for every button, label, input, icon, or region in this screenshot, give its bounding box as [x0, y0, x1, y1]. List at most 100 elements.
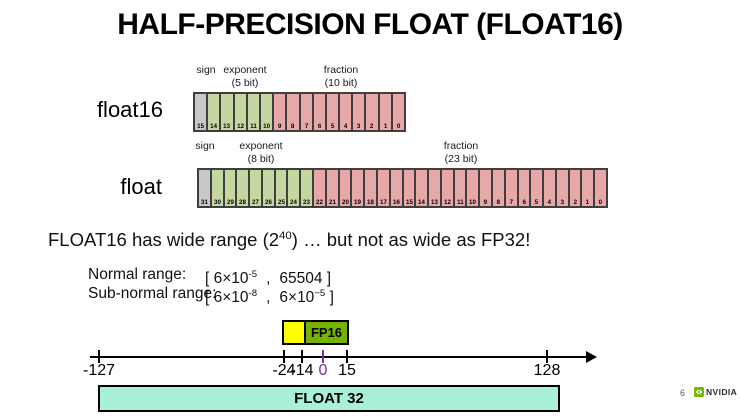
bit-number: 23: [303, 198, 311, 206]
bit-number: 18: [367, 198, 375, 206]
float-bit-cells: 31 30 29 28 27 26 25 24 23 22 21 20 19 18 17 16 15 14 13 12…: [197, 168, 608, 208]
bit-cell-11: 11: [453, 169, 467, 207]
bit-cell-8: 8: [491, 169, 505, 207]
bit-number: 4: [343, 122, 348, 130]
axis-tick--24: [283, 350, 285, 363]
bit-cell-10: 10: [259, 93, 274, 131]
bit-cell-7: 7: [504, 169, 518, 207]
ranges-block: Normal range: [ 6×10-5, 65504 ] Sub-norma…: [88, 266, 334, 306]
axis-tick-label--14: -14: [290, 362, 314, 379]
float32-box: FLOAT 32: [98, 385, 560, 412]
fp16-box: FP16: [282, 320, 349, 345]
axis-tick-15: [346, 350, 348, 363]
float32-label: FLOAT 32: [294, 390, 364, 407]
bit-cell-8: 8: [286, 93, 300, 131]
bit-number: 26: [264, 198, 272, 206]
bit-cell-14: 14: [415, 169, 429, 207]
bit-cell-1: 1: [378, 93, 392, 131]
bit-cell-0: 0: [594, 169, 607, 207]
bit-number: 14: [418, 198, 426, 206]
bit-cell-23: 23: [300, 169, 314, 207]
bit-cell-12: 12: [233, 93, 247, 131]
bit-cell-3: 3: [555, 169, 569, 207]
bit-number: 28: [239, 198, 247, 206]
bit-number: 27: [252, 198, 260, 206]
bit-cell-5: 5: [325, 93, 340, 131]
bit-number: 3: [560, 198, 564, 206]
bit-cell-4: 4: [543, 169, 556, 207]
bit-number: 29: [226, 198, 234, 206]
bit-number: 1: [586, 198, 590, 206]
bit-cell-4: 4: [339, 93, 353, 131]
bit-cell-1: 1: [581, 169, 595, 207]
bit-number: 31: [201, 198, 208, 206]
range-label: Normal range:: [88, 266, 187, 283]
float16-exponent-label: exponent (5 bit): [223, 64, 267, 89]
bit-cell-24: 24: [287, 169, 301, 207]
normal-range-row: Normal range: [ 6×10-5, 65504 ]: [88, 266, 331, 287]
bit-number: 20: [341, 198, 349, 206]
axis-tick-label-15: 15: [338, 362, 356, 379]
range-values: [ 6×10-8, 6×10−5 ]: [205, 287, 334, 306]
bit-number: 6: [317, 122, 322, 130]
bit-cell-6: 6: [517, 169, 531, 207]
float16-sign-label: sign: [196, 64, 216, 76]
bit-number: 0: [598, 198, 603, 206]
bit-number: 10: [469, 198, 477, 206]
bit-cell-14: 14: [207, 93, 221, 131]
bit-cell-26: 26: [261, 169, 275, 207]
bit-cell-13: 13: [220, 93, 234, 131]
bit-number: 2: [573, 198, 577, 206]
bit-cell-7: 7: [299, 93, 313, 131]
bit-number: 11: [250, 122, 257, 130]
axis-tick-label-0: 0: [318, 362, 328, 379]
bit-cell-27: 27: [249, 169, 262, 207]
bit-cell-0: 0: [391, 93, 405, 131]
float16-fraction-label: fraction (10 bit): [323, 64, 359, 89]
bit-cell-25: 25: [274, 169, 288, 207]
bit-cell-15: 15: [402, 169, 416, 207]
bit-number: 16: [392, 198, 400, 206]
bit-number: 21: [328, 198, 336, 206]
float16-row-label: float16: [96, 97, 163, 122]
bit-number: 14: [210, 122, 218, 130]
bit-number: 12: [236, 122, 244, 130]
fp16-normal-segment: FP16: [304, 322, 347, 343]
statement-text: FLOAT16 has wide range (240) … but not a…: [48, 229, 531, 250]
bit-number: 8: [496, 198, 501, 206]
axis-tick-label--24: -24: [272, 362, 296, 379]
float16-bit-cells: 15 14 13 12 11 10 9 8 7 6 5 4 3 2 1 0: [193, 92, 406, 132]
bit-number: 3: [357, 122, 361, 130]
bit-cell-11: 11: [246, 93, 260, 131]
bit-cell-10: 10: [466, 169, 480, 207]
bit-number: 22: [316, 198, 323, 206]
fp16-label: FP16: [310, 325, 343, 340]
bit-number: 5: [330, 122, 335, 130]
axis-tick-128: [546, 350, 548, 363]
page-number: 6: [680, 388, 686, 398]
bit-number: 9: [483, 198, 488, 206]
bit-number: 7: [509, 198, 513, 206]
bit-number: 19: [354, 198, 362, 206]
nvidia-wordmark: NVIDIA: [706, 387, 738, 397]
bit-cell-28: 28: [236, 169, 250, 207]
float-sign-label: sign: [195, 140, 215, 152]
bit-number: 4: [547, 198, 552, 206]
axis-tick--127: [98, 350, 100, 363]
bit-number: 1: [383, 122, 387, 130]
axis-tick-label-128: 128: [533, 362, 561, 379]
bit-number: 9: [277, 122, 282, 130]
bit-cell-2: 2: [365, 93, 379, 131]
bit-number: 11: [456, 198, 464, 206]
page-title: HALF-PRECISION FLOAT (FLOAT16): [117, 8, 623, 41]
float-fraction-label: fraction (23 bit): [443, 140, 479, 165]
bit-number: 6: [522, 198, 526, 206]
bit-cell-18: 18: [364, 169, 377, 207]
bit-number: 13: [223, 122, 231, 130]
bit-number: 10: [263, 122, 270, 130]
bit-number: 25: [277, 198, 285, 206]
bit-number: 0: [396, 122, 401, 130]
bit-cell-21: 21: [325, 169, 339, 207]
bit-cell-12: 12: [440, 169, 454, 207]
bit-number: 24: [290, 198, 298, 206]
